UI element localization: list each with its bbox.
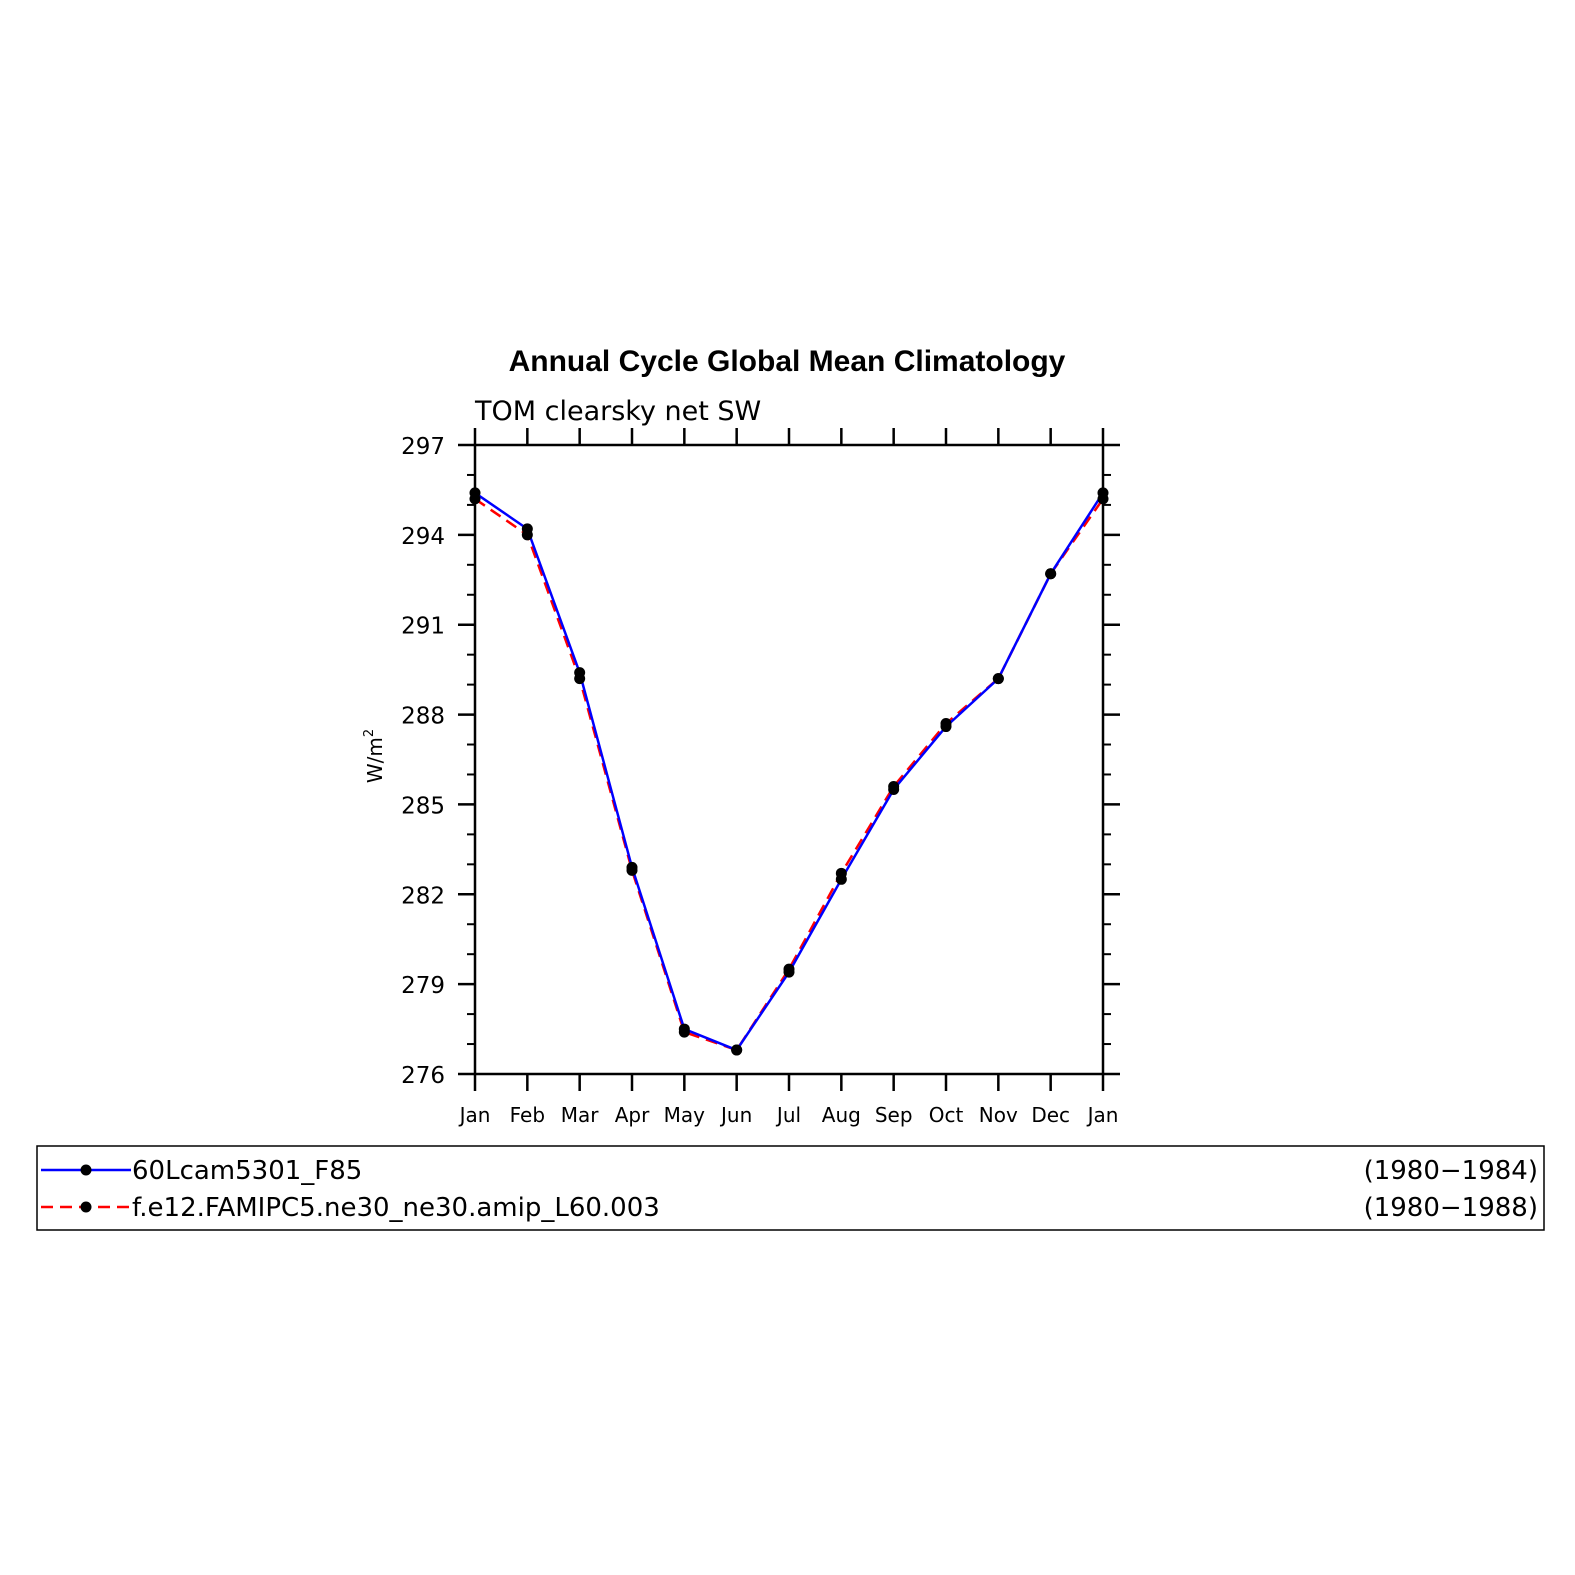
chart-title: Annual Cycle Global Mean Climatology (509, 345, 1066, 378)
x-tick-label: Jan (458, 1103, 491, 1127)
x-tick-label: Jul (775, 1103, 801, 1127)
series-1-point (574, 667, 586, 679)
y-tick-label: 288 (401, 704, 445, 730)
y-tick-label: 291 (401, 614, 445, 640)
x-tick-label: Jun (719, 1103, 752, 1127)
x-tick-label: Nov (979, 1103, 1018, 1127)
series-1-point (835, 873, 847, 885)
legend-period-2: (1980−1988) (1364, 1193, 1538, 1223)
series-1-point (626, 861, 638, 873)
x-tick-label: Apr (615, 1103, 650, 1127)
y-tick-label: 282 (401, 883, 445, 909)
series-1-point (521, 523, 533, 535)
series-1-point (731, 1044, 743, 1056)
x-tick-label: Mar (561, 1103, 600, 1127)
y-tick-label: 279 (401, 973, 445, 999)
series-1-point (1045, 568, 1057, 580)
legend-box (36, 1145, 1545, 1231)
legend-label-2: f.e12.FAMIPC5.ne30_ne30.amip_L60.003 (132, 1193, 660, 1223)
svg-text:W/m2: W/m2 (362, 729, 387, 783)
series-1-point (992, 673, 1004, 685)
x-tick-label: May (664, 1103, 706, 1127)
legend-period-1: (1980−1984) (1364, 1156, 1538, 1186)
y-axis: 276 279 282 285 288 291 294 297 (401, 434, 1120, 1089)
x-tick-label: Aug (822, 1103, 861, 1127)
plot-area (469, 487, 1109, 1056)
x-tick-label: Feb (510, 1103, 545, 1127)
legend-marker-1 (80, 1164, 92, 1176)
x-tick-label: Sep (875, 1103, 913, 1127)
y-axis-label-text: W/m (363, 737, 387, 783)
y-axis-label-superscript: 2 (362, 729, 377, 737)
y-tick-label: 297 (401, 434, 445, 460)
legend: 60Lcam5301_F85 (1980−1984) f.e12.FAMIPC5.n… (41, 1156, 1538, 1223)
x-tick-label: Dec (1031, 1103, 1070, 1127)
y-tick-label: 285 (401, 793, 445, 819)
y-tick-label: 294 (401, 524, 445, 550)
y-axis-label: W/m2 (362, 729, 387, 783)
plot-frame (473, 443, 1105, 1076)
series-1-point (678, 1023, 690, 1035)
series-1-point (888, 783, 900, 795)
x-axis: Jan Feb Mar Apr May Jun Jul Aug Sep Oct Nov Dec Jan (458, 428, 1119, 1127)
chart-subtitle: TOM clearsky net SW (474, 396, 761, 427)
x-tick-label: Jan (1086, 1103, 1119, 1127)
legend-label-1: 60Lcam5301_F85 (132, 1156, 362, 1186)
series-1-point (940, 721, 952, 733)
series-1-point (783, 966, 795, 978)
legend-marker-2 (80, 1201, 92, 1213)
x-tick-label: Oct (929, 1103, 964, 1127)
y-tick-label: 276 (401, 1063, 445, 1089)
